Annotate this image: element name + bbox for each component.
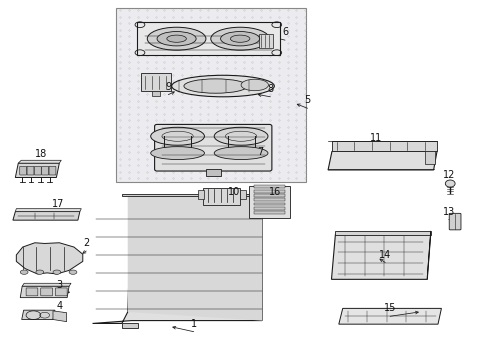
Ellipse shape xyxy=(53,270,61,274)
Text: 13: 13 xyxy=(442,207,455,217)
Bar xyxy=(254,198,285,201)
Text: 7: 7 xyxy=(258,147,264,157)
Bar xyxy=(425,151,435,164)
Ellipse shape xyxy=(172,75,274,97)
Polygon shape xyxy=(15,209,81,212)
Polygon shape xyxy=(128,196,262,320)
FancyBboxPatch shape xyxy=(41,288,52,296)
Polygon shape xyxy=(22,310,55,319)
Ellipse shape xyxy=(445,180,455,187)
Ellipse shape xyxy=(151,147,204,159)
Ellipse shape xyxy=(211,27,270,50)
Text: 6: 6 xyxy=(282,27,288,37)
Polygon shape xyxy=(122,323,138,328)
Polygon shape xyxy=(332,140,437,151)
Polygon shape xyxy=(328,151,437,170)
Ellipse shape xyxy=(241,79,269,91)
Ellipse shape xyxy=(184,79,247,93)
FancyBboxPatch shape xyxy=(155,125,272,171)
Polygon shape xyxy=(335,231,431,234)
Ellipse shape xyxy=(230,35,250,42)
FancyBboxPatch shape xyxy=(42,166,49,175)
FancyBboxPatch shape xyxy=(449,213,461,230)
Bar xyxy=(254,194,285,197)
Bar xyxy=(249,186,290,219)
Polygon shape xyxy=(137,22,280,55)
Text: 8: 8 xyxy=(268,84,273,94)
Text: 2: 2 xyxy=(83,238,89,248)
Bar xyxy=(203,188,240,205)
Bar xyxy=(254,185,285,188)
FancyBboxPatch shape xyxy=(20,166,26,175)
Polygon shape xyxy=(122,194,262,196)
Bar xyxy=(152,91,160,96)
Text: 9: 9 xyxy=(165,82,172,92)
Polygon shape xyxy=(13,212,80,220)
Text: 14: 14 xyxy=(379,249,392,260)
Bar xyxy=(254,190,285,193)
Polygon shape xyxy=(22,283,71,286)
Polygon shape xyxy=(427,231,431,279)
Ellipse shape xyxy=(167,35,186,42)
FancyBboxPatch shape xyxy=(26,288,38,296)
Bar xyxy=(142,73,171,91)
Polygon shape xyxy=(93,196,262,323)
Polygon shape xyxy=(331,234,431,279)
Text: 10: 10 xyxy=(228,187,241,197)
Polygon shape xyxy=(53,311,67,321)
Ellipse shape xyxy=(214,147,268,159)
Text: 16: 16 xyxy=(269,187,281,197)
Ellipse shape xyxy=(147,27,206,50)
Text: 12: 12 xyxy=(442,170,455,180)
Polygon shape xyxy=(18,160,61,163)
Text: 5: 5 xyxy=(304,95,311,105)
Ellipse shape xyxy=(36,270,44,274)
FancyBboxPatch shape xyxy=(49,166,56,175)
Ellipse shape xyxy=(20,270,28,274)
Ellipse shape xyxy=(157,32,196,46)
Bar xyxy=(259,34,273,48)
Text: 3: 3 xyxy=(56,280,62,290)
Ellipse shape xyxy=(151,127,204,145)
FancyBboxPatch shape xyxy=(34,166,41,175)
Bar xyxy=(240,190,246,199)
Polygon shape xyxy=(20,286,69,298)
Text: 4: 4 xyxy=(56,301,62,311)
FancyBboxPatch shape xyxy=(55,288,67,296)
Text: 15: 15 xyxy=(384,303,396,314)
Text: 18: 18 xyxy=(35,149,47,159)
Polygon shape xyxy=(339,309,441,324)
Text: 11: 11 xyxy=(370,133,382,143)
Text: 17: 17 xyxy=(52,199,65,210)
Polygon shape xyxy=(15,163,59,177)
Ellipse shape xyxy=(214,127,268,145)
Bar xyxy=(254,207,285,210)
Bar xyxy=(254,211,285,214)
Text: 1: 1 xyxy=(191,319,197,329)
Bar xyxy=(116,8,306,182)
Polygon shape xyxy=(16,243,83,274)
Bar xyxy=(198,190,204,199)
FancyBboxPatch shape xyxy=(27,166,34,175)
Bar xyxy=(206,168,220,176)
Ellipse shape xyxy=(69,270,77,274)
Bar xyxy=(254,203,285,206)
Ellipse shape xyxy=(220,32,260,46)
